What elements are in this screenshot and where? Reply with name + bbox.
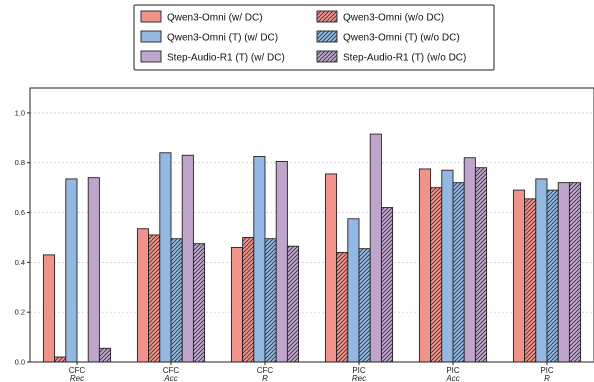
x-tick-sublabel: R [262, 374, 268, 382]
bar [181, 154, 194, 363]
legend-label: Qwen3-Omni (T) (w/ DC) [167, 33, 278, 44]
plot-frame [29, 87, 594, 363]
bar [546, 189, 559, 363]
grid-lines [30, 112, 594, 313]
bar [136, 228, 150, 363]
bar [230, 246, 244, 363]
x-tick-sublabel: Acc [163, 374, 177, 382]
bar [324, 173, 338, 363]
x-tick-label: PIC [352, 366, 366, 375]
x-tick-label: CFC [69, 366, 86, 375]
y-tick-label: 0.0 [15, 358, 25, 367]
legend-label: Qwen3-Omni (w/o DC) [343, 13, 444, 24]
legend-box [133, 4, 495, 71]
bar [474, 167, 488, 363]
legend-swatch [140, 30, 162, 43]
legend-label: Step-Audio-R1 (T) (w/o DC) [343, 53, 466, 64]
y-tick-label: 0.8 [15, 158, 25, 167]
legend-label: Qwen3-Omni (T) (w/o DC) [343, 33, 460, 44]
x-tick-label: PIC [446, 366, 460, 375]
legend-label: Qwen3-Omni (w/ DC) [167, 13, 263, 24]
bar [42, 254, 56, 363]
bar [275, 161, 288, 363]
bar [98, 347, 112, 363]
y-axis: 0.0 0.2 0.4 0.6 0.8 1.0 [15, 108, 30, 367]
bar [347, 218, 360, 363]
bar [264, 238, 277, 363]
bar [512, 189, 526, 363]
y-tick-label: 1.0 [15, 108, 25, 117]
bar [87, 177, 100, 363]
bar [148, 234, 161, 363]
bar [170, 238, 183, 363]
legend: Qwen3-Omni (w/ DC) Qwen3-Omni (w/o DC) Qwe… [133, 4, 495, 71]
bar [336, 251, 349, 363]
legend-swatch [140, 10, 162, 23]
bar [568, 182, 582, 363]
legend-label: Step-Audio-R1 (T) (w/ DC) [167, 53, 285, 64]
bar [286, 245, 300, 363]
bar [452, 182, 465, 363]
legend-swatch [140, 50, 162, 63]
bar [430, 187, 443, 363]
bar [65, 178, 78, 363]
x-tick-sublabel: Rec [70, 374, 84, 382]
bar [418, 168, 432, 363]
bar [441, 169, 454, 363]
x-tick-sublabel: Rec [352, 374, 366, 382]
x-tick-label: CFC [163, 366, 180, 375]
bar [557, 182, 570, 363]
bar [192, 243, 206, 363]
bars [42, 133, 582, 363]
x-tick-sublabel: Acc [445, 374, 459, 382]
bar [242, 237, 255, 363]
y-tick-label: 0.6 [15, 208, 25, 217]
x-tick-label: CFC [257, 366, 274, 375]
bar [524, 198, 537, 363]
bar [253, 156, 266, 363]
y-tick-label: 0.4 [15, 258, 25, 267]
x-tick-label: PIC [540, 366, 554, 375]
bar [358, 248, 371, 363]
legend-swatch [316, 30, 338, 43]
legend-swatch [316, 50, 338, 63]
bar [463, 157, 476, 363]
legend-swatch [316, 10, 338, 23]
bar [159, 152, 172, 363]
y-tick-label: 0.2 [15, 308, 25, 317]
x-tick-sublabel: R [544, 374, 550, 382]
bar [369, 133, 382, 363]
bar [54, 356, 67, 363]
bar [535, 178, 548, 363]
bar [380, 207, 394, 363]
